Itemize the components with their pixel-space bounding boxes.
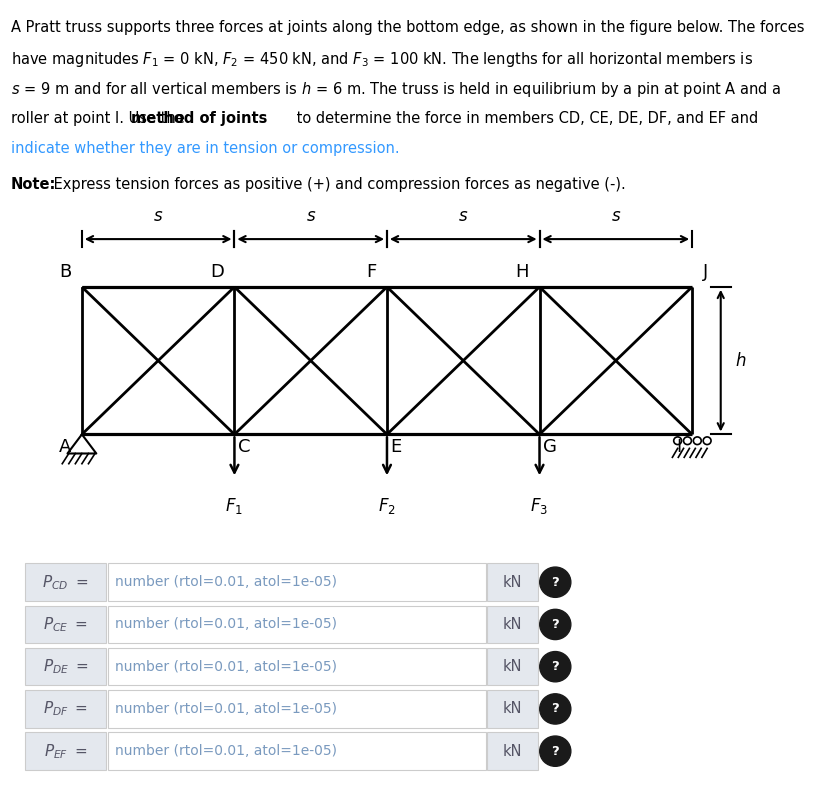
Text: indicate whether they are in tension or compression.: indicate whether they are in tension or … bbox=[11, 141, 400, 156]
Text: G: G bbox=[543, 438, 557, 456]
Text: F: F bbox=[366, 263, 377, 281]
Bar bbox=[25, 690, 106, 728]
Text: A Pratt truss supports three forces at joints along the bottom edge, as shown in: A Pratt truss supports three forces at j… bbox=[11, 20, 804, 35]
Text: $P_{CD}$ $=$: $P_{CD}$ $=$ bbox=[43, 573, 88, 591]
Text: s: s bbox=[459, 206, 468, 225]
Bar bbox=[108, 648, 486, 685]
Bar bbox=[25, 563, 106, 601]
Text: number (rtol=0.01, atol=1e-05): number (rtol=0.01, atol=1e-05) bbox=[115, 618, 337, 631]
Bar bbox=[487, 690, 538, 728]
Circle shape bbox=[540, 693, 571, 724]
Text: roller at point I. Use the: roller at point I. Use the bbox=[11, 111, 189, 126]
Text: ?: ? bbox=[551, 618, 559, 631]
Text: $P_{EF}$ $=$: $P_{EF}$ $=$ bbox=[43, 742, 88, 760]
Text: H: H bbox=[515, 263, 529, 281]
Text: $F_2$: $F_2$ bbox=[378, 496, 396, 516]
Text: D: D bbox=[210, 263, 224, 281]
Text: $s$ = 9 m and for all vertical members is $h$ = 6 m. The truss is held in equili: $s$ = 9 m and for all vertical members i… bbox=[11, 80, 781, 100]
Text: C: C bbox=[238, 438, 251, 456]
Text: kN: kN bbox=[503, 701, 523, 717]
Text: s: s bbox=[612, 206, 620, 225]
Bar bbox=[487, 648, 538, 685]
Text: ?: ? bbox=[551, 744, 559, 758]
Text: number (rtol=0.01, atol=1e-05): number (rtol=0.01, atol=1e-05) bbox=[115, 744, 337, 758]
Bar bbox=[487, 732, 538, 770]
Text: number (rtol=0.01, atol=1e-05): number (rtol=0.01, atol=1e-05) bbox=[115, 702, 337, 716]
Text: kN: kN bbox=[503, 659, 523, 674]
Text: s: s bbox=[154, 206, 162, 225]
Circle shape bbox=[540, 567, 571, 598]
Text: s: s bbox=[306, 206, 315, 225]
Text: $P_{DF}$ $=$: $P_{DF}$ $=$ bbox=[43, 700, 88, 718]
Text: kN: kN bbox=[503, 617, 523, 632]
Text: kN: kN bbox=[503, 575, 523, 590]
Bar bbox=[487, 606, 538, 643]
Circle shape bbox=[540, 652, 571, 681]
Text: Express tension forces as positive (+) and compression forces as negative (-).: Express tension forces as positive (+) a… bbox=[49, 178, 626, 192]
Text: I: I bbox=[676, 438, 681, 456]
Text: $P_{DE}$ $=$: $P_{DE}$ $=$ bbox=[43, 658, 88, 676]
Text: kN: kN bbox=[503, 744, 523, 759]
Text: ?: ? bbox=[551, 575, 559, 589]
Text: number (rtol=0.01, atol=1e-05): number (rtol=0.01, atol=1e-05) bbox=[115, 660, 337, 673]
Text: to determine the force in members CD, CE, DE, DF, and EF and: to determine the force in members CD, CE… bbox=[292, 111, 758, 126]
Text: have magnitudes $F_1$ = 0 kN, $F_2$ = 450 kN, and $F_3$ = 100 kN. The lengths fo: have magnitudes $F_1$ = 0 kN, $F_2$ = 45… bbox=[11, 50, 753, 69]
Text: B: B bbox=[59, 263, 71, 281]
Text: $P_{CE}$ $=$: $P_{CE}$ $=$ bbox=[43, 615, 88, 634]
Bar bbox=[108, 732, 486, 770]
Circle shape bbox=[540, 609, 571, 639]
Text: E: E bbox=[391, 438, 401, 456]
Bar bbox=[487, 563, 538, 601]
Circle shape bbox=[540, 736, 571, 767]
Text: $F_3$: $F_3$ bbox=[531, 496, 549, 516]
Bar bbox=[25, 648, 106, 685]
Text: A: A bbox=[59, 438, 71, 456]
Text: J: J bbox=[703, 263, 708, 281]
Text: number (rtol=0.01, atol=1e-05): number (rtol=0.01, atol=1e-05) bbox=[115, 575, 337, 589]
Bar bbox=[108, 563, 486, 601]
Text: Note:: Note: bbox=[11, 178, 56, 192]
Text: method of joints: method of joints bbox=[131, 111, 268, 126]
Bar bbox=[25, 606, 106, 643]
Text: ?: ? bbox=[551, 702, 559, 716]
Text: $F_1$: $F_1$ bbox=[225, 496, 243, 516]
Bar bbox=[108, 606, 486, 643]
Text: h: h bbox=[735, 351, 746, 370]
Bar bbox=[25, 732, 106, 770]
Text: ?: ? bbox=[551, 660, 559, 673]
Bar bbox=[108, 690, 486, 728]
